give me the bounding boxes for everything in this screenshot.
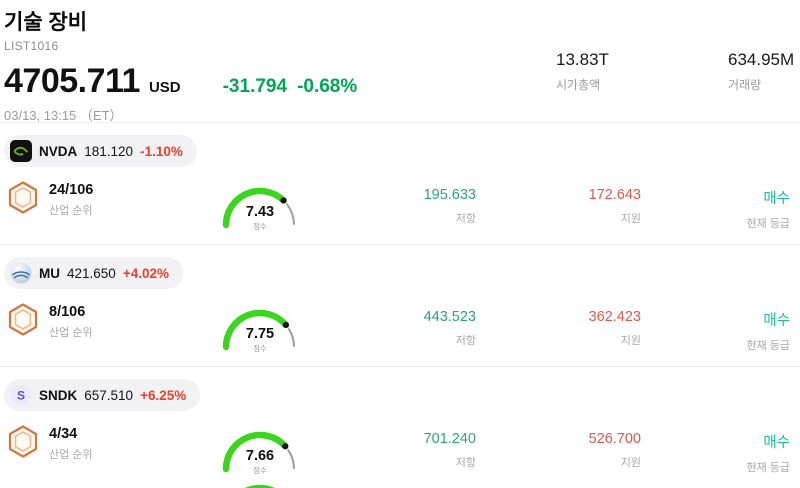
score-gauge: 7.75 점수	[218, 297, 302, 353]
industry-rank: 24/106 산업 순위	[8, 181, 93, 219]
support-value: 526.700	[588, 431, 641, 447]
stock-row-nvda: NVDA 181.120 -1.10% 24/106 산업 순위 7.43 점수…	[0, 122, 800, 244]
score-value: 7.43	[245, 204, 275, 220]
svg-text:S: S	[17, 389, 25, 403]
micron-logo	[10, 262, 32, 284]
stock-change: +4.02%	[122, 265, 169, 281]
rating-value: 매수	[763, 435, 790, 451]
support-label: 지원	[620, 335, 641, 347]
stock-pill-sndk[interactable]: S SNDK 657.510 +6.25%	[4, 379, 201, 411]
rating-label: 현재 등급	[746, 462, 790, 474]
rating-label: 현재 등급	[746, 218, 790, 230]
market-cap-label: 시가총액	[556, 78, 601, 92]
index-change-pct: -0.68%	[297, 76, 358, 97]
rating-value: 매수	[763, 191, 790, 207]
score-gauge-svg	[222, 309, 295, 351]
rating-col: 매수 현재 등급	[688, 187, 790, 231]
market-cap-stat: 13.83T 시가총액	[556, 50, 609, 93]
resistance-col: 443.523 저항	[368, 309, 476, 348]
stock-change: -1.10%	[140, 143, 183, 159]
index-change-abs: -31.794	[222, 76, 288, 97]
resistance-label: 저항	[455, 213, 476, 225]
resistance-col: 195.633 저항	[368, 187, 476, 226]
index-change: -31.794 -0.68%	[223, 76, 358, 98]
nvidia-logo	[10, 140, 32, 162]
rating-label: 현재 등급	[746, 340, 790, 352]
resistance-col: 701.240 저항	[368, 431, 476, 470]
support-value: 172.643	[588, 187, 641, 203]
stock-pill-nvda[interactable]: NVDA 181.120 -1.10%	[4, 135, 197, 167]
list-id: LIST1016	[4, 39, 59, 53]
index-price-line: 4705.711 USD -31.794 -0.68%	[4, 62, 800, 101]
volume-label: 거래량	[728, 78, 762, 92]
stock-price: 181.120	[84, 143, 134, 159]
hexagon-rank-icon	[8, 181, 38, 219]
score-gauge-svg	[222, 431, 295, 473]
support-col: 362.423 지원	[533, 309, 641, 348]
header: 기술 장비 LIST1016 4705.711 USD -31.794 -0.68…	[0, 0, 800, 123]
rank-label: 산업 순위	[49, 327, 93, 339]
market-cap-value: 13.83T	[556, 50, 609, 69]
rank-label: 산업 순위	[49, 205, 93, 217]
next-row-gauge-partial	[218, 472, 302, 488]
rating-col: 매수 현재 등급	[688, 309, 790, 353]
sandisk-logo: S	[10, 384, 32, 406]
rank-value: 24/106	[49, 182, 94, 198]
resistance-label: 저항	[455, 335, 476, 347]
resistance-value: 443.523	[423, 309, 476, 325]
rank-value: 4/34	[49, 426, 78, 442]
rank-label: 산업 순위	[49, 449, 93, 461]
score-gauge: 7.43 점수	[218, 175, 302, 231]
volume-value: 634.95M	[728, 50, 795, 69]
stock-pill-mu[interactable]: MU 421.650 +4.02%	[4, 257, 183, 289]
support-col: 526.700 지원	[533, 431, 641, 470]
score-gauge-svg	[244, 484, 276, 488]
score-label: 점수	[253, 466, 267, 475]
index-price: 4705.711	[4, 62, 140, 100]
score-value: 7.75	[245, 326, 275, 342]
score-label: 점수	[253, 344, 267, 353]
industry-rank: 8/106 산업 순위	[8, 303, 93, 341]
rating-col: 매수 현재 등급	[688, 431, 790, 475]
industry-rank: 4/34 산업 순위	[8, 425, 93, 463]
resistance-value: 195.633	[423, 187, 476, 203]
stock-row-mu: MU 421.650 +4.02% 8/106 산업 순위 7.75 점수 44…	[0, 244, 800, 366]
support-col: 172.643 지원	[533, 187, 641, 226]
stock-price: 421.650	[67, 265, 116, 281]
score-gauge-svg	[222, 187, 295, 229]
stock-ticker: MU	[39, 265, 60, 281]
hexagon-rank-icon	[8, 303, 38, 341]
score-gauge: 7.66 점수	[218, 419, 302, 475]
support-label: 지원	[620, 213, 641, 225]
stock-change: +6.25%	[140, 387, 187, 403]
resistance-label: 저항	[455, 457, 476, 469]
volume-stat: 634.95M 거래량	[728, 50, 794, 93]
rating-value: 매수	[763, 313, 790, 329]
currency-label: USD	[148, 79, 181, 96]
rank-value: 8/106	[49, 304, 86, 320]
score-label: 점수	[253, 222, 267, 231]
resistance-value: 701.240	[423, 431, 476, 447]
page-title: 기술 장비	[4, 11, 88, 34]
hexagon-rank-icon	[8, 425, 38, 463]
timestamp: 03/13, 13:15 （ET）	[4, 108, 123, 123]
stock-price: 657.510	[84, 387, 134, 403]
stock-ticker: SNDK	[39, 387, 78, 403]
support-value: 362.423	[588, 309, 641, 325]
support-label: 지원	[620, 457, 641, 469]
stock-ticker: NVDA	[39, 143, 78, 159]
score-value: 7.66	[245, 448, 275, 464]
stock-row-sndk: S SNDK 657.510 +6.25% 4/34 산업 순위 7.66 점수	[0, 366, 800, 488]
